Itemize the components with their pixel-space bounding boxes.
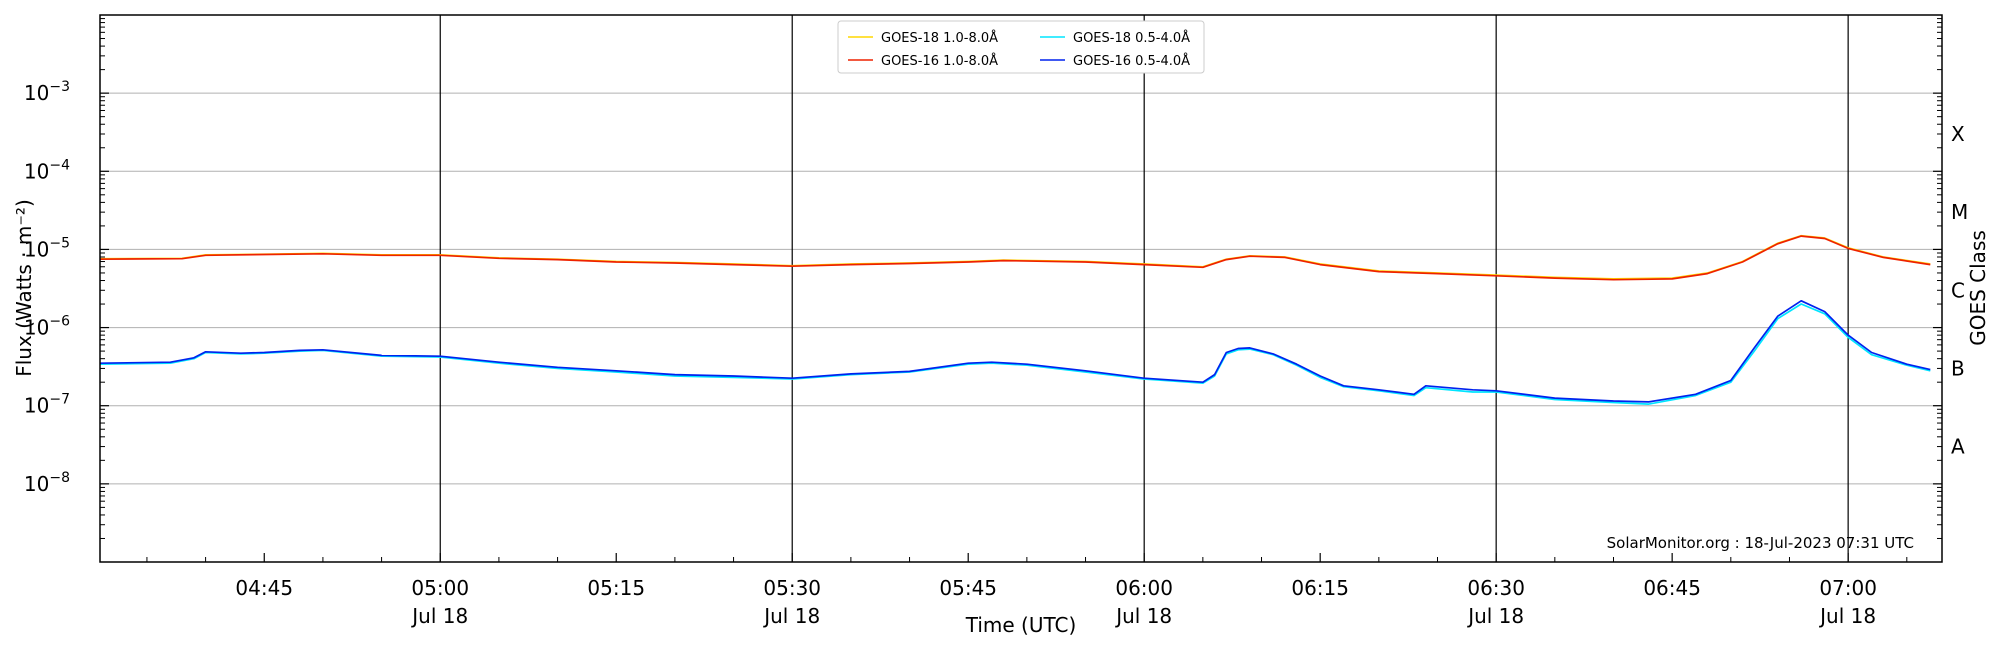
x-tick-label: 05:45 (939, 576, 997, 600)
goes16-long-series (99, 235, 1931, 281)
x-tick-label: 05:30 (763, 576, 821, 600)
day-boundary-lines (439, 15, 1849, 562)
goes16-short-series (99, 299, 1931, 403)
x-tick-label: 05:00 (411, 576, 469, 600)
y-tick-label: 10−4 (24, 157, 70, 183)
legend-box (837, 20, 1205, 74)
y-tick-label: 10−6 (24, 314, 70, 340)
x-tick-date-label: Jul 18 (1466, 604, 1524, 628)
legend-label-goes16-short: GOES-16 0.5-4.0Å (1073, 53, 1190, 69)
y-axis-title: Flux (Watts · m⁻²) (12, 199, 36, 377)
goes-class-label: X (1951, 122, 1965, 146)
grid-lines (100, 92, 1942, 485)
x-tick-date-label: Jul 18 (410, 604, 468, 628)
x-tick-date-label: Jul 18 (1818, 604, 1876, 628)
x-tick-label: 06:45 (1643, 576, 1701, 600)
x-tick-label: 04:45 (235, 576, 293, 600)
x-axis-title: Time (UTC) (965, 613, 1077, 637)
y-tick-label: 10−8 (24, 470, 70, 496)
x-tick-date-label: Jul 18 (762, 604, 820, 628)
y-tick-labels: 10−8 10−7 10−6 10−5 10−4 10−3 (24, 79, 70, 496)
x-tick-date-label: Jul 18 (1114, 604, 1172, 628)
y-tick-label: 10−5 (24, 235, 70, 261)
x-tick-labels: 04:45 05:00 Jul 18 05:15 05:30 Jul 18 05:45 06:… (235, 576, 1877, 628)
legend: GOES-18 1.0-8.0Å GOES-16 1.0-8.0Å GOES-1… (837, 20, 1205, 74)
goes-class-label: B (1951, 356, 1965, 380)
x-tick-label: 07:00 (1819, 576, 1877, 600)
plot-frame (99, 14, 1943, 563)
y-tick-label: 10−3 (24, 79, 70, 105)
credit-text: SolarMonitor.org : 18-Jul-2023 07:31 UTC (1607, 534, 1914, 552)
y-tick-label: 10−7 (24, 392, 70, 418)
legend-label-goes18-long: GOES-18 1.0-8.0Å (881, 30, 998, 46)
goes-class-label: A (1951, 435, 1965, 459)
series-lines (99, 234, 1931, 405)
x-tick-label: 05:15 (587, 576, 645, 600)
x-tick-label: 06:30 (1467, 576, 1525, 600)
right-axis-title: GOES Class (1966, 230, 1990, 346)
legend-label-goes16-long: GOES-16 1.0-8.0Å (881, 53, 998, 69)
axis-ticks (100, 18, 1942, 562)
legend-label-goes18-short: GOES-18 0.5-4.0Å (1073, 30, 1190, 46)
goes-class-label: M (1951, 200, 1968, 224)
goes-class-label: C (1951, 278, 1965, 302)
x-tick-label: 06:15 (1291, 576, 1349, 600)
x-tick-label: 06:00 (1115, 576, 1173, 600)
goes-class-labels: A B C M X (1951, 122, 1968, 459)
